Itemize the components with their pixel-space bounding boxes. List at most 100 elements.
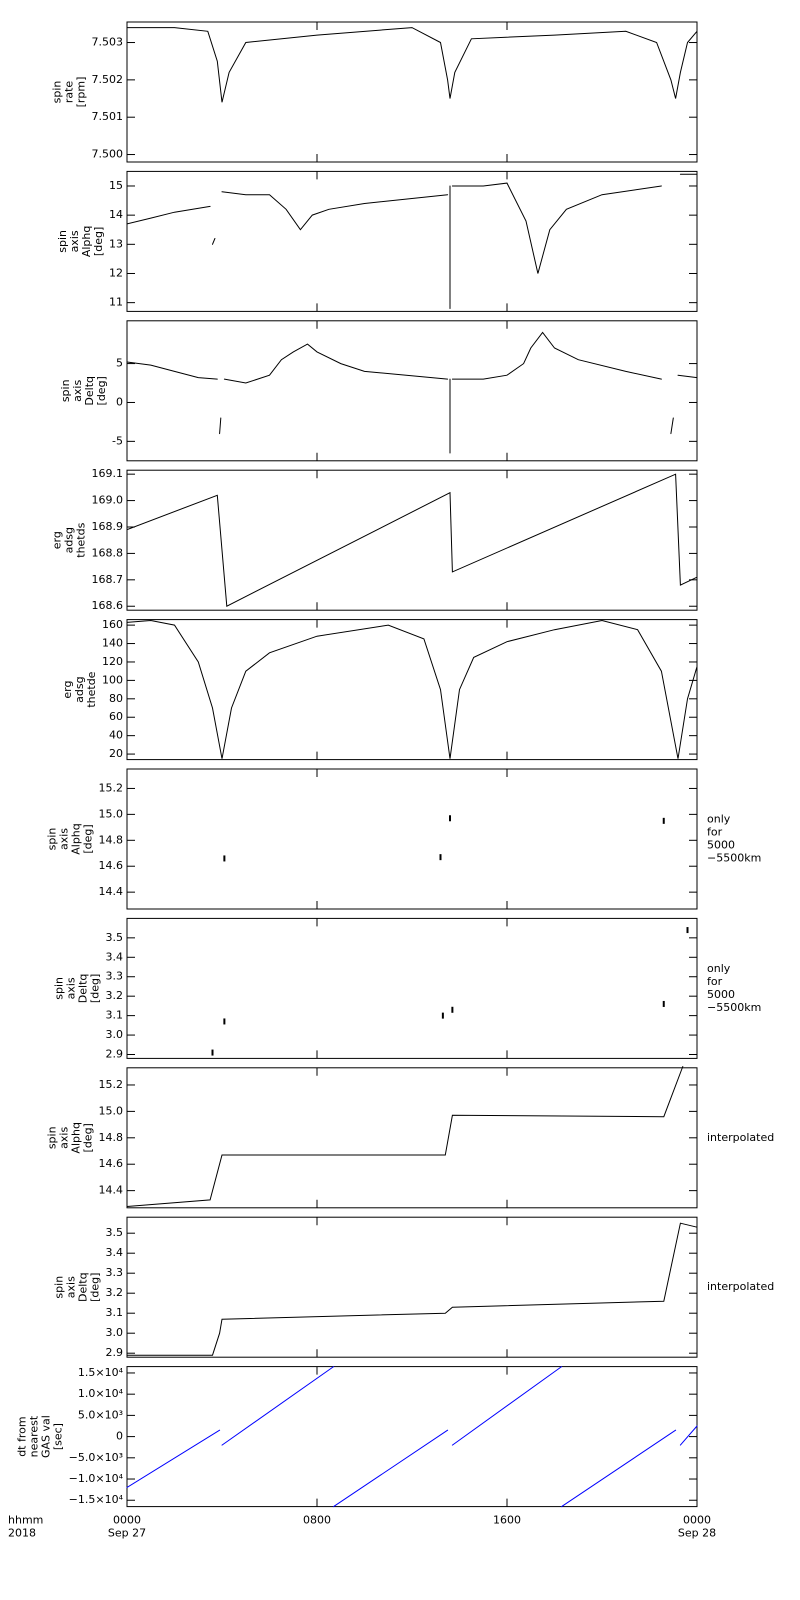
data-line xyxy=(126,27,698,103)
y-tick-label: 0 xyxy=(116,1430,123,1443)
plot-frame xyxy=(126,1366,698,1508)
y-tick-label: 14.8 xyxy=(99,1131,124,1144)
y-tick-label: 100 xyxy=(102,673,123,686)
x-tick-label: 0000 xyxy=(683,1514,711,1527)
y-axis-label: [rpm] xyxy=(75,77,88,108)
data-line xyxy=(126,619,698,759)
y-tick-label: 15 xyxy=(109,179,123,192)
y-tick-label: 168.9 xyxy=(92,520,124,533)
y-axis-label: thetds xyxy=(75,522,88,557)
y-tick-label: −1.5×10⁴ xyxy=(69,1493,124,1506)
y-tick-label: 15.0 xyxy=(99,807,124,820)
y-tick-label: 13 xyxy=(109,237,123,250)
y-tick-label: 3.4 xyxy=(106,950,124,963)
plot-frame xyxy=(126,320,698,462)
data-point xyxy=(662,1000,665,1007)
panel-note: 5000 xyxy=(707,988,735,1001)
panel-note: only xyxy=(707,962,731,975)
y-axis-label: erg xyxy=(51,531,64,549)
y-axis-label: axis xyxy=(65,977,78,999)
y-axis-label: [sec] xyxy=(52,1423,65,1450)
y-axis-label: Alphq xyxy=(70,823,83,855)
data-point xyxy=(439,854,442,861)
y-tick-label: 14.6 xyxy=(99,859,124,872)
y-axis-label: Deltq xyxy=(83,376,96,406)
y-axis-label: [deg] xyxy=(89,974,102,1003)
y-tick-label: 0 xyxy=(116,395,123,408)
data-line xyxy=(126,331,698,454)
y-axis-label: [deg] xyxy=(82,1123,95,1152)
y-axis-label: axis xyxy=(65,1276,78,1298)
y-axis-label: spin xyxy=(59,379,72,402)
y-axis-label: [deg] xyxy=(82,824,95,853)
y-axis-label: spin xyxy=(46,828,59,851)
plot-frame xyxy=(126,170,698,312)
y-tick-label: 15.0 xyxy=(99,1104,124,1117)
y-tick-label: 40 xyxy=(109,729,123,742)
y-tick-label: 15.2 xyxy=(99,1078,124,1091)
panel-note: for xyxy=(707,826,723,839)
y-tick-label: 11 xyxy=(109,296,123,309)
panel-note: −5500km xyxy=(707,852,761,865)
y-tick-label: 169.1 xyxy=(92,467,124,480)
data-point xyxy=(211,1049,214,1056)
y-tick-label: 12 xyxy=(109,266,123,279)
x-axis-label: 2018 xyxy=(8,1527,36,1540)
date-label: Sep 28 xyxy=(678,1527,716,1540)
data-line xyxy=(126,1222,698,1356)
y-tick-label: −1.0×10⁴ xyxy=(69,1472,124,1485)
data-point xyxy=(449,815,451,822)
y-axis-label: thetde xyxy=(85,671,98,707)
y-tick-label: 80 xyxy=(109,692,123,705)
data-line xyxy=(126,473,698,607)
y-tick-label: 20 xyxy=(109,747,123,760)
plot-frame xyxy=(126,21,698,163)
y-tick-label: 14.4 xyxy=(99,1184,124,1197)
y-tick-label: 3.5 xyxy=(106,931,124,944)
data-point xyxy=(441,1012,444,1019)
plot-frame xyxy=(126,768,698,910)
y-axis-label: axis xyxy=(58,1127,71,1149)
y-tick-label: 3.1 xyxy=(106,1009,124,1022)
data-point xyxy=(223,1018,226,1025)
y-tick-label: 160 xyxy=(102,618,123,631)
y-axis-label: axis xyxy=(68,230,81,252)
data-point xyxy=(686,927,689,934)
y-tick-label: 140 xyxy=(102,637,123,650)
plot-frame xyxy=(126,1216,698,1358)
x-tick-label: 1600 xyxy=(493,1514,521,1527)
y-axis-label: rate xyxy=(63,81,76,104)
y-tick-label: 3.0 xyxy=(106,1326,124,1339)
data-line xyxy=(126,1066,684,1207)
panel-note: interpolated xyxy=(707,1280,774,1293)
date-label: Sep 27 xyxy=(108,1527,146,1540)
y-axis-label: adsg xyxy=(73,676,86,702)
y-tick-label: 3.4 xyxy=(106,1246,124,1259)
y-tick-label: 14.6 xyxy=(99,1157,124,1170)
panel-note: for xyxy=(707,975,723,988)
y-axis-label: GAS val xyxy=(40,1415,53,1458)
plot-frame xyxy=(126,1067,698,1209)
panel-note: interpolated xyxy=(707,1131,774,1144)
y-tick-label: 7.502 xyxy=(92,73,124,86)
y-tick-label: 3.3 xyxy=(106,1266,124,1279)
y-tick-label: 3.3 xyxy=(106,970,124,983)
y-axis-label: spin xyxy=(53,1276,66,1299)
y-axis-label: spin xyxy=(51,81,64,104)
panel-note: only xyxy=(707,813,731,826)
y-tick-label: 14 xyxy=(109,208,123,221)
y-axis-label: Alphq xyxy=(80,226,93,258)
y-axis-label: dt from xyxy=(16,1416,29,1456)
y-tick-label: 3.2 xyxy=(106,989,124,1002)
y-tick-label: 14.4 xyxy=(99,885,124,898)
data-line xyxy=(126,173,698,309)
y-tick-label: 168.7 xyxy=(92,573,124,586)
panel-note: −5500km xyxy=(707,1001,761,1014)
y-axis-label: spin xyxy=(46,1126,59,1149)
y-tick-label: 7.503 xyxy=(92,36,124,49)
data-point xyxy=(451,1006,454,1013)
y-axis-label: nearest xyxy=(28,1415,41,1457)
y-axis-label: [deg] xyxy=(89,1273,102,1302)
y-axis-label: spin xyxy=(53,977,66,1000)
